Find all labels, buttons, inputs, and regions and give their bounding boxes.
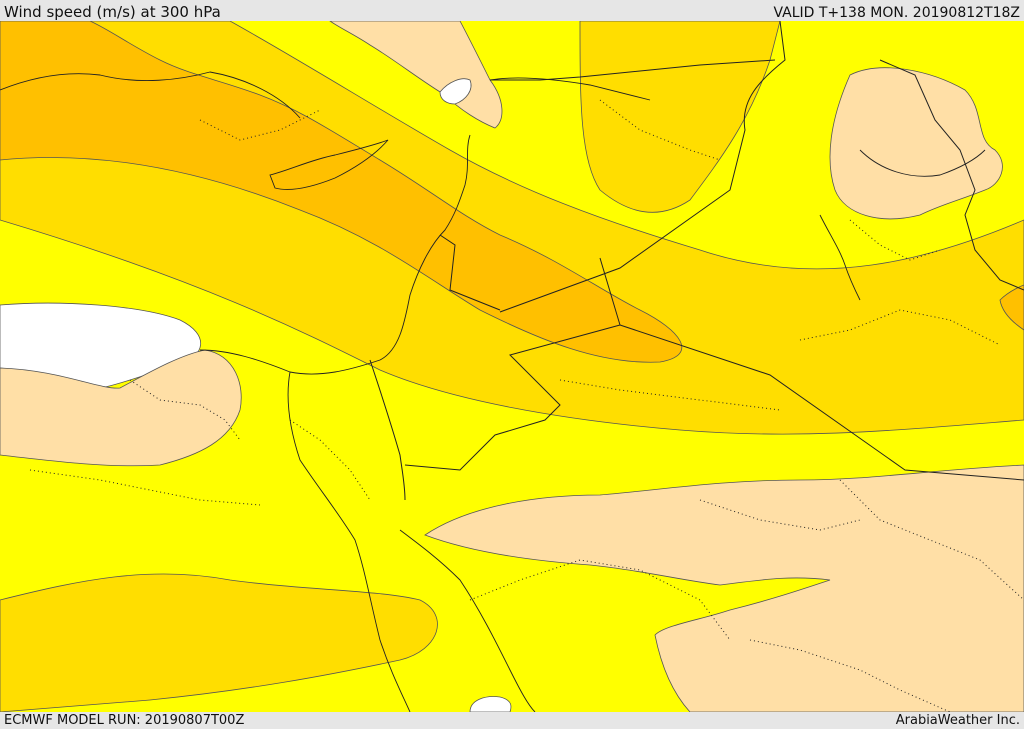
provincial-boundaries bbox=[29, 99, 1024, 712]
credit-label: ArabiaWeather Inc. bbox=[895, 713, 1020, 728]
band-orange-core bbox=[0, 21, 683, 363]
band-light-west bbox=[0, 349, 242, 467]
band-gold-northeast bbox=[579, 21, 781, 213]
coastlines bbox=[0, 71, 986, 712]
national-borders bbox=[369, 21, 1024, 501]
map-area[interactable] bbox=[0, 21, 1024, 712]
footer-bar: ECMWF MODEL RUN: 20190807T00Z ArabiaWeat… bbox=[0, 712, 1024, 729]
title-bar: Wind speed (m/s) at 300 hPa VALID T+138 … bbox=[0, 0, 1024, 21]
band-white-south bbox=[469, 696, 512, 712]
map-title: Wind speed (m/s) at 300 hPa bbox=[4, 3, 221, 21]
band-white-caspian bbox=[439, 78, 472, 105]
band-light-northeast bbox=[829, 67, 1003, 220]
band-light-southeast bbox=[424, 464, 1024, 712]
model-run-label: ECMWF MODEL RUN: 20190807T00Z bbox=[4, 713, 245, 728]
wind-speed-map bbox=[0, 21, 1024, 712]
valid-time-label: VALID T+138 MON. 20190812T18Z bbox=[773, 5, 1020, 21]
band-gold-southwest bbox=[0, 573, 438, 712]
band-orange-east bbox=[999, 284, 1024, 331]
